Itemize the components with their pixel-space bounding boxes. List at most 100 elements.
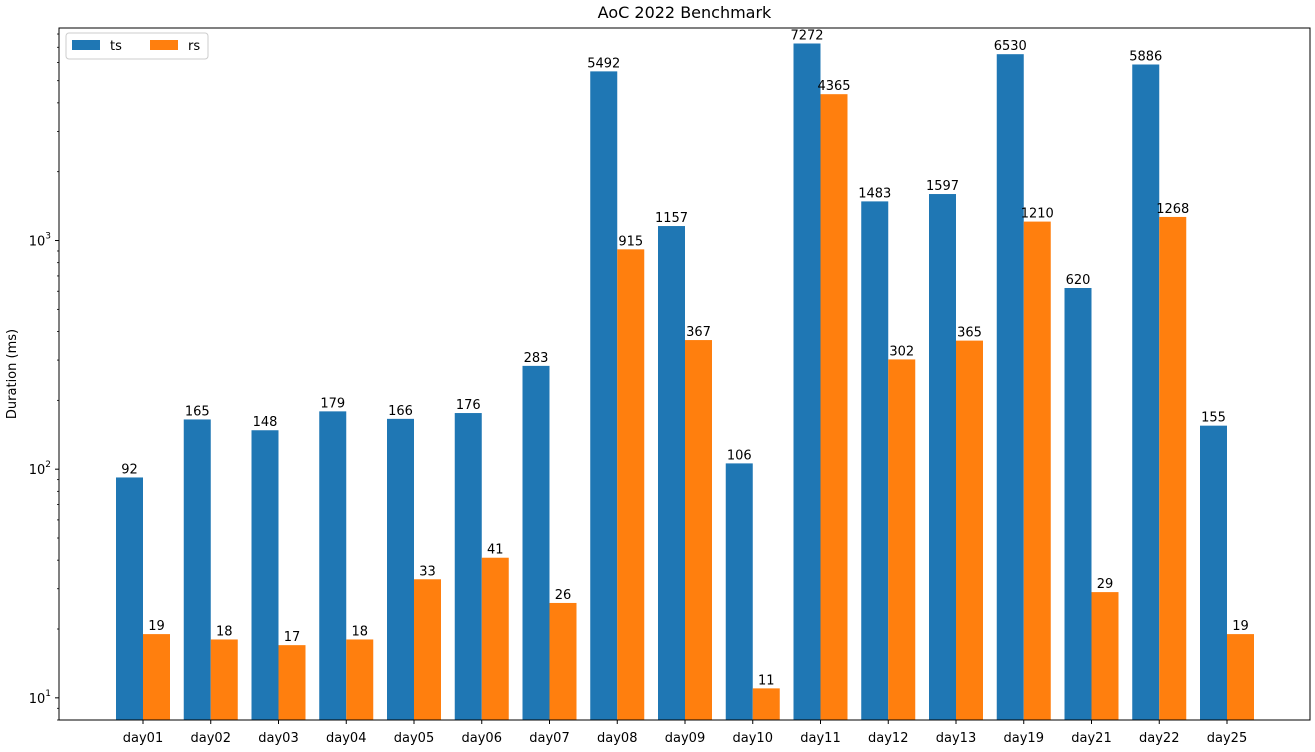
- x-tick-label-day03: day03: [258, 731, 298, 746]
- bar-rs-day10: [752, 688, 780, 720]
- bar-rs-day05: [414, 579, 441, 720]
- data-label-rs-day07: 26: [555, 588, 572, 603]
- bar-rs-day06: [481, 557, 509, 720]
- x-tick-label-day21: day21: [1071, 731, 1111, 746]
- data-label-ts-day11: 7272: [790, 28, 823, 43]
- legend-label-rs: rs: [188, 39, 200, 54]
- data-label-rs-day03: 17: [284, 630, 301, 645]
- data-label-rs-day11: 4365: [817, 79, 850, 94]
- data-label-rs-day12: 302: [889, 344, 914, 359]
- bar-rs-day13: [956, 340, 983, 720]
- x-tick-label-day22: day22: [1139, 731, 1179, 746]
- data-label-ts-day01: 92: [121, 462, 138, 477]
- data-label-rs-day02: 18: [216, 624, 233, 639]
- x-tick-label-day12: day12: [868, 731, 908, 746]
- data-label-ts-day12: 1483: [858, 186, 891, 201]
- bar-rs-day07: [549, 602, 577, 720]
- data-label-ts-day10: 106: [727, 448, 752, 463]
- bar-ts-day03: [251, 430, 279, 720]
- x-tick-label-day02: day02: [191, 731, 231, 746]
- data-label-rs-day09: 367: [686, 325, 711, 340]
- x-tick-label-day25: day25: [1207, 731, 1247, 746]
- data-label-rs-day10: 11: [758, 673, 775, 688]
- bar-rs-day02: [210, 639, 238, 720]
- bar-rs-day03: [278, 645, 306, 720]
- bar-rs-day04: [346, 639, 374, 720]
- x-tick-label-day07: day07: [529, 731, 569, 746]
- bar-ts-day11: [793, 43, 821, 721]
- data-label-ts-day03: 148: [253, 415, 278, 430]
- x-tick-label-day08: day08: [597, 731, 637, 746]
- data-label-rs-day19: 1210: [1021, 207, 1054, 222]
- bar-ts-day19: [996, 54, 1024, 721]
- bar-ts-day10: [725, 463, 753, 720]
- data-label-ts-day09: 1157: [655, 211, 688, 226]
- data-label-rs-day21: 29: [1097, 577, 1114, 592]
- data-label-ts-day05: 166: [388, 404, 413, 419]
- y-tick-label: 101: [29, 689, 51, 707]
- bar-rs-day22: [1159, 216, 1187, 720]
- data-label-rs-day25: 19: [1232, 619, 1249, 634]
- x-tick-label-day11: day11: [800, 731, 840, 746]
- data-label-rs-day13: 365: [957, 326, 982, 341]
- data-label-ts-day04: 179: [320, 396, 345, 411]
- bar-ts-day07: [522, 365, 550, 720]
- y-tick-label: 102: [29, 460, 51, 478]
- bar-ts-day25: [1200, 425, 1227, 720]
- bar-ts-day06: [454, 413, 482, 720]
- bar-ts-day13: [929, 194, 956, 720]
- data-label-ts-day08: 5492: [587, 56, 620, 71]
- x-axis: day01 day02 day03 day04 day05 day06 day07 day08…: [123, 720, 1247, 746]
- data-label-ts-day21: 620: [1066, 273, 1091, 288]
- chart-title: AoC 2022 Benchmark: [598, 3, 772, 22]
- bars-layer: [116, 43, 1254, 721]
- bar-ts-day08: [590, 71, 618, 720]
- legend-label-ts: ts: [110, 39, 122, 54]
- data-label-rs-day01: 19: [148, 619, 165, 634]
- bar-rs-day09: [685, 340, 712, 720]
- bar-ts-day01: [116, 477, 143, 720]
- x-tick-label-day19: day19: [1004, 731, 1044, 746]
- data-label-ts-day22: 5886: [1129, 49, 1162, 64]
- bar-rs-day21: [1091, 592, 1119, 720]
- data-label-rs-day06: 41: [487, 543, 504, 558]
- x-tick-label-day09: day09: [665, 731, 705, 746]
- x-tick-label-day13: day13: [936, 731, 976, 746]
- bar-ts-day05: [387, 418, 414, 720]
- legend-swatch-ts: [72, 40, 100, 50]
- bar-rs-day19: [1023, 221, 1051, 720]
- data-label-ts-day07: 283: [524, 351, 549, 366]
- data-label-rs-day22: 1268: [1156, 202, 1189, 217]
- bar-rs-day11: [820, 94, 848, 720]
- x-tick-label-day05: day05: [394, 731, 434, 746]
- data-label-ts-day25: 155: [1201, 411, 1226, 426]
- y-tick-label: 103: [29, 232, 51, 250]
- y-axis: 101 102 103: [29, 33, 59, 721]
- legend-swatch-rs: [150, 40, 178, 50]
- bar-rs-day25: [1227, 634, 1254, 720]
- data-label-rs-day04: 18: [351, 624, 368, 639]
- bar-rs-day01: [143, 634, 170, 720]
- bar-ts-day21: [1064, 287, 1092, 720]
- bar-ts-day12: [861, 201, 889, 720]
- x-tick-label-day10: day10: [733, 731, 773, 746]
- data-label-ts-day06: 176: [456, 398, 481, 413]
- bar-ts-day02: [183, 419, 211, 720]
- data-label-ts-day02: 165: [185, 404, 210, 419]
- legend: ts rs: [65, 32, 209, 60]
- bar-ts-day09: [658, 226, 685, 721]
- bar-ts-day22: [1132, 64, 1160, 720]
- data-label-rs-day08: 915: [618, 234, 643, 249]
- data-label-ts-day13: 1597: [926, 179, 959, 194]
- y-axis-label: Duration (ms): [5, 329, 20, 419]
- x-tick-label-day01: day01: [123, 731, 163, 746]
- bar-rs-day08: [617, 249, 645, 720]
- data-label-rs-day05: 33: [419, 564, 436, 579]
- legend-box: [65, 32, 209, 60]
- bar-rs-day12: [888, 359, 916, 720]
- bar-ts-day04: [319, 411, 347, 720]
- data-labels-layer: 92 19 165 18 148 17 179 18 166 33 176 41 283 26 5492 91…: [121, 28, 1249, 688]
- x-tick-label-day06: day06: [462, 731, 502, 746]
